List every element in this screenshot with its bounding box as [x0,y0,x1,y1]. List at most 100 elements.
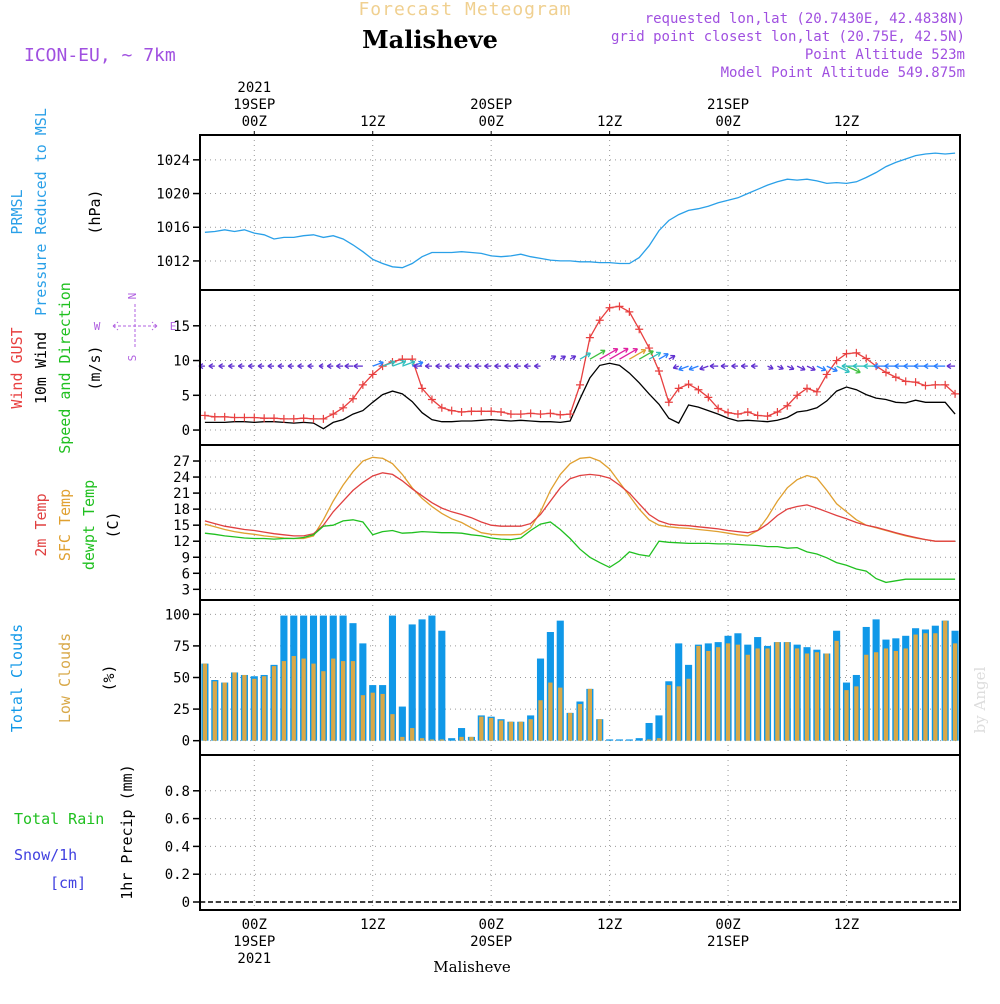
wind-arrow-head [632,348,639,354]
gust-marker [674,384,683,393]
low-cloud-bar [913,634,918,741]
wind-arrow-head [663,353,669,359]
low-cloud-bar [567,712,573,741]
gust-marker [891,373,900,382]
time-label-bottom: 00Z [715,917,740,933]
y-tick-label-clouds: 0 [182,734,190,750]
total-cloud-bar [418,619,426,741]
low-cloud-bar [854,686,859,741]
time-label-bottom: 20SEP [470,934,512,950]
wind-axis-label: Wind GUST [8,327,26,408]
wind-arrow-head [800,365,806,371]
gust-marker [605,303,614,312]
gust-marker [368,370,377,379]
low-cloud-bar [202,663,208,741]
sfc-temp-line [204,456,956,542]
y-tick-label-clouds: 50 [173,671,190,687]
gust-marker [724,408,733,417]
total-cloud-bar [408,624,416,741]
wind-arrow-head [884,363,889,370]
gust-marker [615,302,624,311]
wind-direction-arrow [806,365,816,371]
time-label-top: 2021 [237,80,271,96]
low-cloud-bar [765,648,770,741]
wind-axis-label: 10m Wind [32,332,50,404]
low-cloud-bar [795,648,800,741]
low-cloud-bar [814,652,820,741]
compass-rose-icon [112,304,158,348]
time-label-top: 00Z [479,114,504,130]
wind-arrow-head [933,363,939,370]
compass-e: E [170,320,177,333]
panel-pressure-bg [200,135,960,290]
low-cloud-bar [538,700,543,741]
gust-marker [566,410,575,419]
low-cloud-bar [429,739,435,741]
time-label-bottom: 12Z [597,917,622,933]
low-cloud-bar [380,693,385,741]
gust-marker [684,380,693,389]
gust-marker [654,366,663,375]
pressure-axis-label: Pressure Reduced to MSL [32,108,50,316]
total-cloud-bar [388,615,397,741]
wind-arrow-head [946,363,952,370]
wind-axis-label: (m/s) [86,345,104,390]
y-tick-label-precip: 0.4 [165,839,190,855]
low-cloud-bar [785,642,790,741]
wind-arrow-head [585,352,592,358]
y-tick-label-pressure: 1016 [156,220,190,236]
wind-arrow-head [445,363,450,370]
wind-arrow-head [353,363,359,370]
gust-marker [437,403,446,412]
wind-arrow-head [297,363,302,370]
y-tick-label-wind: 5 [182,388,190,404]
wind-arrow-head [513,363,519,370]
wind-arrow-head [390,360,396,366]
gust-marker [348,394,357,403]
wind-arrow-head [413,363,418,370]
wind-arrow-head [208,363,214,370]
wind-arrow-head [326,363,332,370]
low-cloud-bar [844,690,849,741]
wind-direction-arrow [658,353,669,360]
gust-marker [447,406,456,415]
wind-arrow-head [570,355,577,361]
gust-marker [210,412,219,421]
total-cloud-bar [615,739,624,741]
wind-arrow-head [648,350,654,356]
wind-arrow-head [494,363,499,370]
low-cloud-bar [716,647,721,741]
gust-marker [694,385,703,394]
low-cloud-bar [804,653,810,741]
low-cloud-bar [725,643,731,741]
panel-precip-frame [199,754,961,911]
wind-arrow-head [740,363,746,370]
wind-arrow-head [720,363,726,370]
gust-marker [309,414,318,423]
wind-direction-arrow [638,350,654,360]
y-tick-label-pressure: 1024 [156,153,190,169]
wind-arrow-head [768,364,774,370]
low-cloud-bar [646,739,652,741]
low-cloud-bar [558,687,563,741]
compass-s: S [126,355,139,362]
panel-temp-bg [200,445,960,600]
wind-arrow-head [810,365,816,372]
low-cloud-bar [271,666,277,741]
wind-arrow-head [410,360,416,366]
low-cloud-bar [439,739,444,741]
watermark: by Angel [971,666,989,733]
low-cloud-bar [577,704,583,741]
wind-arrow-head [247,363,253,370]
time-label-top: 00Z [242,114,267,130]
low-cloud-bar [360,695,365,741]
low-cloud-bar [548,682,553,741]
wind-arrow-head [841,363,847,370]
gust-marker [595,316,604,325]
time-label-top: 19SEP [233,97,275,113]
dewpt-line [204,519,956,584]
wind-arrow-head [913,363,919,370]
gust-marker [526,409,535,418]
gust-marker [743,407,752,416]
